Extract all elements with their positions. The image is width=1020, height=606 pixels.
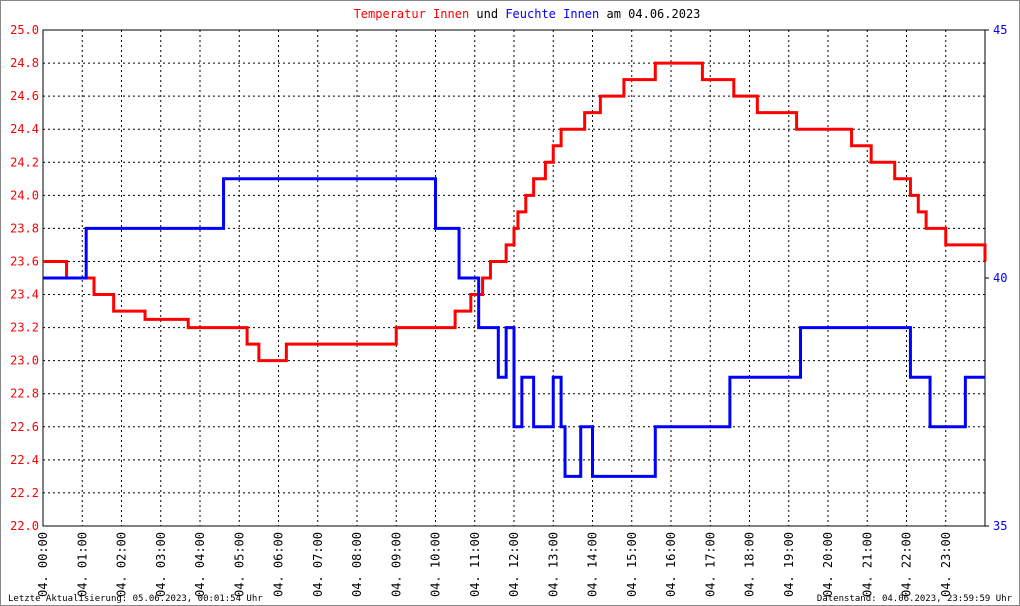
x-tick-label: 04. 12:00	[507, 532, 521, 597]
x-tick-label: 04. 21:00	[860, 532, 874, 597]
y-tick-label: 24.0	[10, 188, 39, 202]
y-tick-label: 24.8	[10, 56, 39, 70]
y-tick-label: 24.4	[10, 122, 39, 136]
x-tick-label: 04. 05:00	[232, 532, 246, 597]
x-tick-label: 04. 14:00	[586, 532, 600, 597]
x-tick-label: 04. 19:00	[782, 532, 796, 597]
title-series-2: Feuchte Innen	[505, 7, 599, 21]
y-tick-label: 24.6	[10, 89, 39, 103]
y-tick-label: 22.8	[10, 387, 39, 401]
y-tick-label: 22.4	[10, 453, 39, 467]
y2-tick-label: 40	[993, 271, 1007, 285]
x-tick-label: 04. 07:00	[311, 532, 325, 597]
y-tick-label: 22.0	[10, 519, 39, 533]
y2-tick-label: 35	[993, 519, 1007, 533]
x-tick-label: 04. 18:00	[743, 532, 757, 597]
x-tick-label: 04. 04:00	[193, 532, 207, 597]
x-tick-label: 04. 13:00	[546, 532, 560, 597]
series-line	[43, 61, 987, 363]
x-tick-label: 04. 01:00	[75, 532, 89, 597]
x-tick-label: 04. 16:00	[664, 532, 678, 597]
x-tick-label: 04. 17:00	[703, 532, 717, 597]
x-tick-label: 04. 10:00	[429, 532, 443, 597]
x-tick-label: 04. 11:00	[468, 532, 482, 597]
y-tick-label: 23.6	[10, 254, 39, 268]
y-tick-label: 22.6	[10, 420, 39, 434]
y-tick-label: 23.2	[10, 321, 39, 335]
x-tick-label: 04. 03:00	[154, 532, 168, 597]
x-tick-label: 04. 00:00	[36, 532, 50, 597]
x-tick-label: 04. 20:00	[821, 532, 835, 597]
y-tick-label: 22.2	[10, 486, 39, 500]
x-tick-label: 04. 15:00	[625, 532, 639, 597]
x-tick-label: 04. 08:00	[350, 532, 364, 597]
chart-title: Temperatur Innen und Feuchte Innen am 04…	[354, 7, 701, 21]
footer-right: Datenstand: 04.06.2023, 23:59:59 Uhr	[817, 594, 1013, 604]
x-tick-label: 04. 06:00	[272, 532, 286, 597]
series-line	[43, 177, 985, 478]
x-tick-label: 04. 22:00	[900, 532, 914, 597]
x-tick-label: 04. 23:00	[939, 532, 953, 597]
y-tick-label: 25.0	[10, 23, 39, 37]
y-tick-label: 23.0	[10, 354, 39, 368]
y-tick-label: 24.2	[10, 155, 39, 169]
y-tick-label: 23.8	[10, 221, 39, 235]
title-connector: und	[476, 7, 498, 21]
footer-left: Letzte Aktualisierung: 05.06.2023, 00:01…	[8, 594, 263, 604]
x-tick-label: 04. 02:00	[115, 532, 129, 597]
y2-tick-label: 45	[993, 23, 1007, 37]
x-tick-label: 04. 09:00	[389, 532, 403, 597]
y-tick-label: 23.4	[10, 288, 39, 302]
title-series-1: Temperatur Innen	[354, 7, 470, 21]
title-date: am 04.06.2023	[606, 7, 700, 21]
